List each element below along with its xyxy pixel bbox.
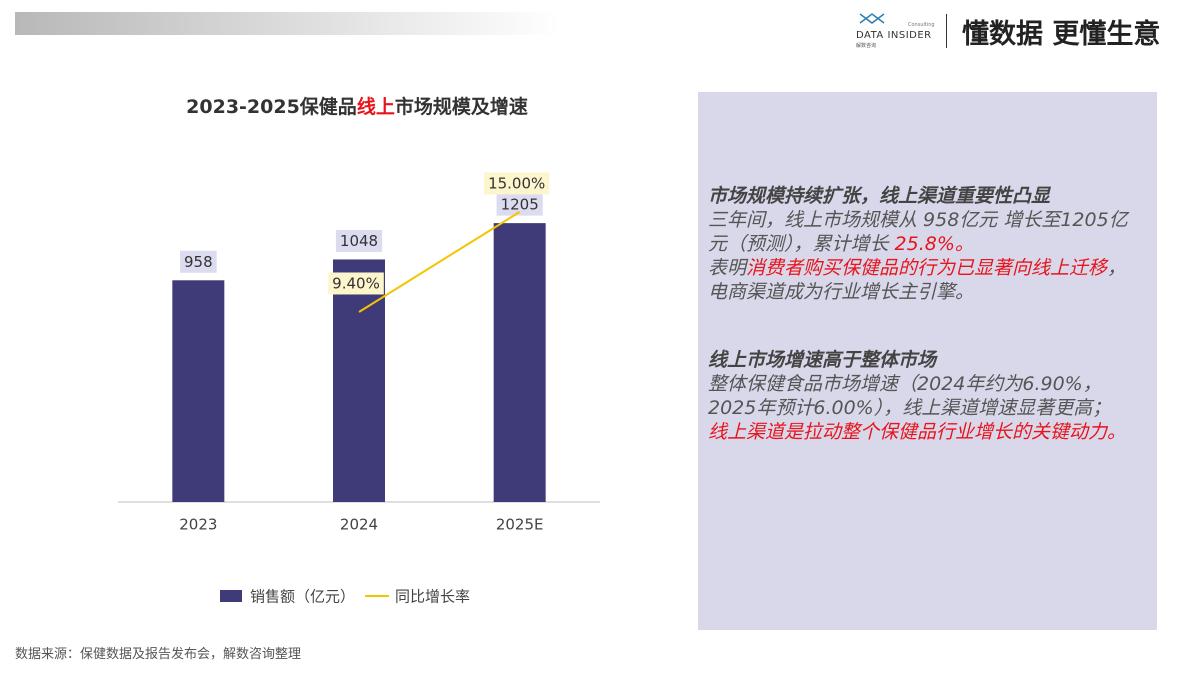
text-run: 消费者购买保健品的行为已显著向线上迁移 [746, 257, 1108, 279]
line-value-label-bg [328, 272, 384, 295]
bar [333, 259, 385, 502]
header-bar [15, 12, 560, 35]
text-run: 表明 [708, 257, 747, 279]
logo-icon [859, 13, 885, 24]
chart-title: 2023-2025保健品线上市场规模及增速 [186, 95, 528, 118]
line-value-label-bg [484, 172, 550, 195]
bar [172, 280, 225, 502]
tagline: 懂数据 更懂生意 [962, 19, 1161, 50]
section-text: 整体保健食品市场增速（2024年约为6.90%，2025年预计6.00%），线上… [708, 372, 1145, 420]
section-text: 线上渠道是拉动整个保健品行业增长的关键动力。 [708, 420, 1145, 444]
chart: 2023-2025保健品线上市场规模及增速 2023 2024 2025E 958 10… [118, 95, 600, 606]
line-value-label: 9.40% [332, 274, 380, 292]
bar-value-label: 958 [184, 253, 213, 271]
section: 线上市场增速高于整体市场 整体保健食品市场增速（2024年约为6.90%，2025… [708, 348, 1145, 444]
bar-value-label-bg [180, 250, 217, 273]
insight-panel: 市场规模持续扩张，线上渠道重要性凸显 三年间，线上市场规模从 958亿元 增长至1… [698, 92, 1157, 630]
x-tick-label: 2025E [496, 516, 544, 534]
title-part: 2023-2025保健品 [186, 95, 357, 118]
text-run: 线上渠道是拉动整个保健品行业增长的关键动力。 [708, 421, 1127, 443]
logo-subtext: 解数咨询 [856, 43, 877, 49]
x-tick-label: 2023 [179, 516, 217, 534]
text-run: 整体保健食品市场增速（2024年约为6.90%，2025年预计6.00%），线上… [708, 373, 1112, 419]
legend-swatch [220, 590, 242, 602]
bar-value-label-bg [496, 193, 543, 216]
legend-label: 同比增长率 [395, 588, 470, 606]
section-heading: 市场规模持续扩张，线上渠道重要性凸显 [708, 185, 1051, 207]
x-tick-label: 2024 [340, 516, 378, 534]
legend-label: 销售额（亿元） [250, 588, 355, 606]
line-value-label: 15.00% [488, 174, 545, 192]
section: 市场规模持续扩张，线上渠道重要性凸显 三年间，线上市场规模从 958亿元 增长至1… [708, 184, 1145, 304]
text-run: ，电商渠道成为行业增长主引擎。 [708, 257, 1127, 303]
source-note: 数据来源：保健数据及报告发布会，解数咨询整理 [15, 647, 302, 662]
bar-value-label-bg [335, 229, 383, 252]
section-heading: 线上市场增速高于整体市场 [708, 349, 937, 371]
section-text: 三年间，线上市场规模从 958亿元 增长至1205亿元（预测），累计增长 25.… [708, 208, 1145, 256]
logo-text: DATA INSIDER [856, 30, 932, 41]
bar [493, 223, 546, 502]
divider [946, 14, 947, 48]
logo: Consulting DATA INSIDER 解数咨询 [850, 8, 935, 49]
bar-value-label: 1205 [501, 196, 539, 214]
logo-tag: Consulting [908, 22, 935, 28]
text-run: 三年间，线上市场规模从 958亿元 增长至1205亿元（预测），累计增长 [708, 209, 1128, 255]
growth-line [358, 211, 521, 313]
section-text: 表明消费者购买保健品的行为已显著向线上迁移，电商渠道成为行业增长主引擎。 [708, 256, 1145, 304]
title-part: 市场规模及增速 [395, 95, 528, 118]
text-run: 25.8%。 [894, 233, 974, 255]
bar-value-label: 1048 [340, 232, 378, 250]
title-part: 线上 [357, 95, 395, 118]
